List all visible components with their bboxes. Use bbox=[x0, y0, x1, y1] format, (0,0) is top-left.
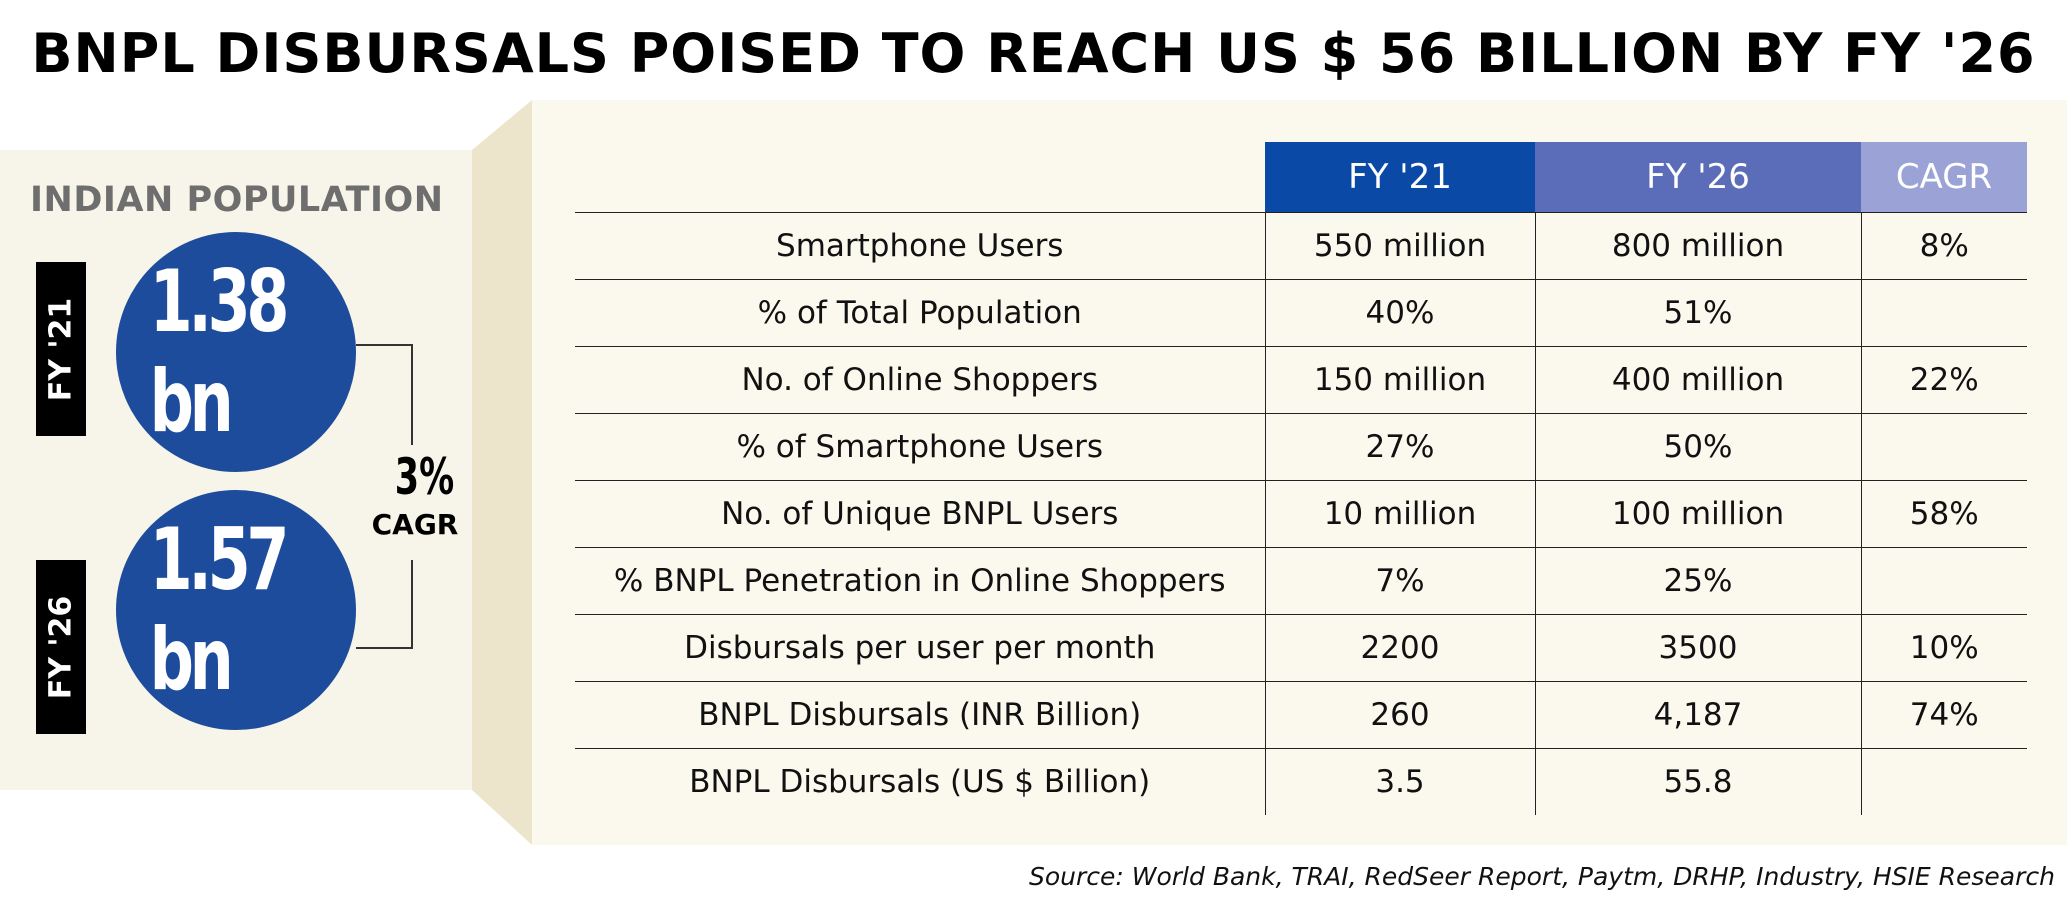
fy21-cell: 150 million bbox=[1264, 346, 1535, 414]
cagr-cell: 74% bbox=[1860, 681, 2027, 749]
table-header-row: FY '21 FY '26 CAGR bbox=[575, 142, 2027, 213]
population-cagr-value: 3% bbox=[382, 448, 454, 506]
population-fy21-value: 1.38 bn bbox=[149, 252, 290, 452]
cagr-cell bbox=[1860, 748, 2027, 815]
row-label: Disbursals per user per month bbox=[575, 614, 1265, 682]
population-cagr-label: CAGR bbox=[371, 508, 459, 541]
fy21-cell: 10 million bbox=[1264, 480, 1535, 548]
row-label: % of Total Population bbox=[575, 279, 1265, 347]
table-row: Smartphone Users 550 million 800 million… bbox=[575, 212, 2027, 280]
row-label: BNPL Disbursals (US $ Billion) bbox=[575, 748, 1265, 815]
fy26-cell: 400 million bbox=[1534, 346, 1861, 414]
row-label: % of Smartphone Users bbox=[575, 413, 1265, 481]
header-fy21: FY '21 bbox=[1265, 142, 1535, 213]
cagr-cell: 58% bbox=[1860, 480, 2027, 548]
cagr-cell: 22% bbox=[1860, 346, 2027, 414]
table-row: BNPL Disbursals (INR Billion) 260 4,187 … bbox=[575, 681, 2027, 749]
cagr-cell bbox=[1860, 547, 2027, 615]
fy26-tag: FY '26 bbox=[36, 560, 86, 734]
fy26-cell: 3500 bbox=[1534, 614, 1861, 682]
table-row: No. of Online Shoppers 150 million 400 m… bbox=[575, 346, 2027, 414]
population-cagr-value-text: 3% bbox=[394, 448, 455, 506]
fy26-cell: 4,187 bbox=[1534, 681, 1861, 749]
fy21-cell: 40% bbox=[1264, 279, 1535, 347]
row-label: Smartphone Users bbox=[575, 212, 1265, 280]
population-heading: INDIAN POPULATION bbox=[30, 180, 444, 220]
fy26-cell: 25% bbox=[1534, 547, 1861, 615]
page-title: BNPL DISBURSALS POISED TO REACH US $ 56 … bbox=[31, 22, 2036, 85]
fy26-cell: 100 million bbox=[1534, 480, 1861, 548]
table-row: % of Smartphone Users 27% 50% bbox=[575, 413, 2027, 481]
fy21-cell: 550 million bbox=[1264, 212, 1535, 280]
bnpl-table: FY '21 FY '26 CAGR Smartphone Users 550 … bbox=[575, 142, 2027, 815]
population-fy26-value: 1.57 bn bbox=[149, 510, 290, 710]
row-label: No. of Online Shoppers bbox=[575, 346, 1265, 414]
fy21-cell: 3.5 bbox=[1264, 748, 1535, 815]
header-cagr: CAGR bbox=[1861, 142, 2027, 213]
fy26-cell: 800 million bbox=[1534, 212, 1861, 280]
fy26-cell: 51% bbox=[1534, 279, 1861, 347]
cagr-cell: 10% bbox=[1860, 614, 2027, 682]
row-label: BNPL Disbursals (INR Billion) bbox=[575, 681, 1265, 749]
fy21-cell: 2200 bbox=[1264, 614, 1535, 682]
header-fy26: FY '26 bbox=[1535, 142, 1861, 213]
table-row: % BNPL Penetration in Online Shoppers 7%… bbox=[575, 547, 2027, 615]
fy26-cell: 50% bbox=[1534, 413, 1861, 481]
row-label: No. of Unique BNPL Users bbox=[575, 480, 1265, 548]
fy26-cell: 55.8 bbox=[1534, 748, 1861, 815]
population-fy21-circle: 1.38 bn bbox=[116, 232, 356, 472]
fy21-cell: 260 bbox=[1264, 681, 1535, 749]
fy21-tag: FY '21 bbox=[36, 262, 86, 436]
header-blank bbox=[575, 142, 1265, 213]
cagr-cell bbox=[1860, 413, 2027, 481]
table-row: BNPL Disbursals (US $ Billion) 3.5 55.8 bbox=[575, 748, 2027, 815]
table-row: Disbursals per user per month 2200 3500 … bbox=[575, 614, 2027, 682]
panel-wedge bbox=[472, 100, 532, 845]
row-label: % BNPL Penetration in Online Shoppers bbox=[575, 547, 1265, 615]
source-note: Source: World Bank, TRAI, RedSeer Report… bbox=[1028, 862, 2055, 891]
table-row: % of Total Population 40% 51% bbox=[575, 279, 2027, 347]
table-row: No. of Unique BNPL Users 10 million 100 … bbox=[575, 480, 2027, 548]
fy21-cell: 27% bbox=[1264, 413, 1535, 481]
cagr-cell bbox=[1860, 279, 2027, 347]
population-fy26-circle: 1.57 bn bbox=[116, 490, 356, 730]
cagr-cell: 8% bbox=[1860, 212, 2027, 280]
fy21-cell: 7% bbox=[1264, 547, 1535, 615]
